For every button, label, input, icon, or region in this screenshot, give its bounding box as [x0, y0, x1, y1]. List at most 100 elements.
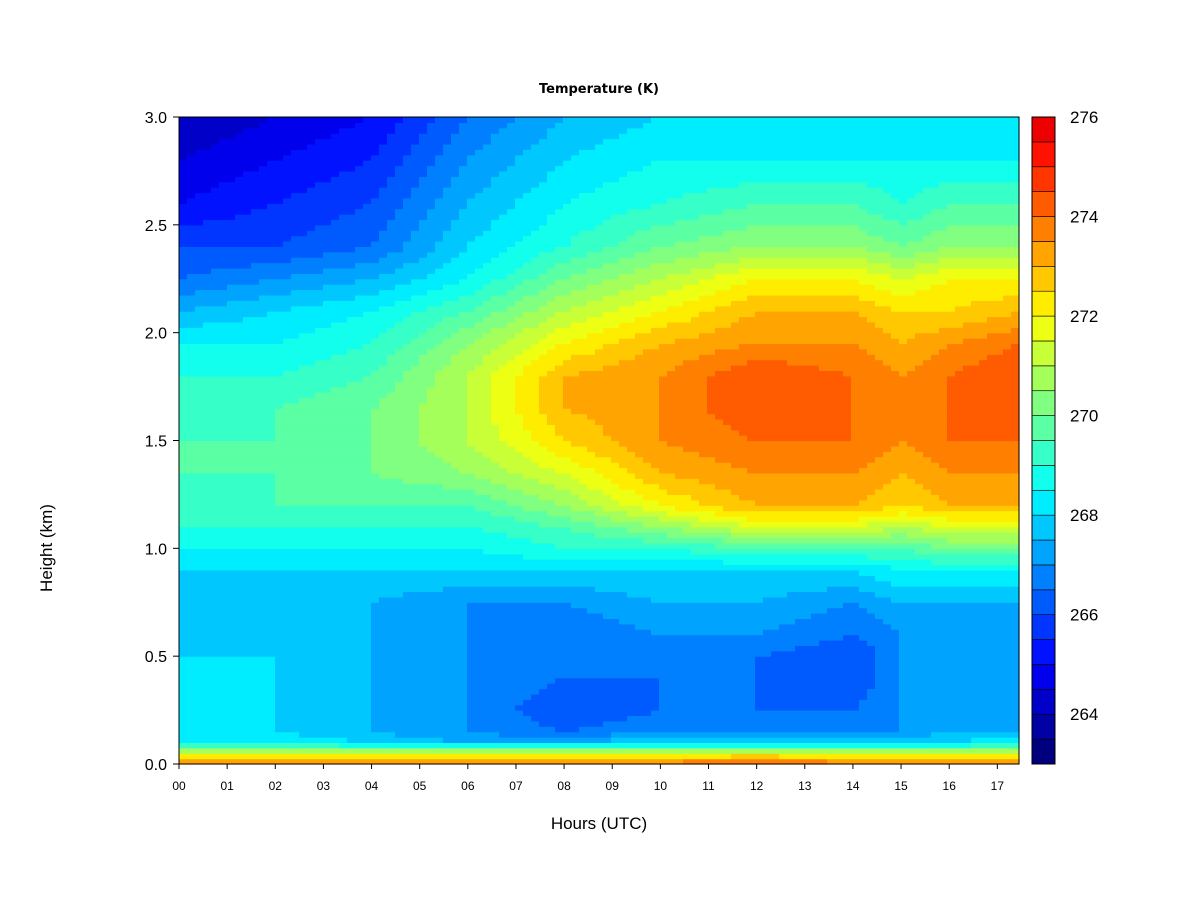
heatmap-cell [179, 143, 188, 150]
heatmap-cell [211, 731, 220, 738]
heatmap-cell [403, 526, 412, 533]
heatmap-cell [355, 650, 364, 657]
heatmap-cell [507, 359, 516, 366]
heatmap-cell [411, 219, 420, 226]
heatmap-cell [475, 332, 484, 339]
heatmap-cell [331, 365, 340, 372]
heatmap-cell [347, 241, 356, 247]
heatmap-cell [435, 521, 444, 528]
heatmap-cell [275, 117, 284, 123]
heatmap-cell [211, 569, 220, 576]
heatmap-cell [267, 559, 276, 566]
heatmap-cell [243, 629, 252, 636]
heatmap-cell [371, 278, 380, 285]
heatmap-cell [195, 160, 204, 167]
heatmap-cell [267, 726, 276, 733]
heatmap-cell [499, 197, 508, 204]
heatmap-cell [243, 402, 252, 409]
heatmap-cell [379, 165, 388, 172]
heatmap-cell [195, 494, 204, 501]
heatmap-cell [435, 181, 444, 188]
heatmap-cell [443, 758, 452, 765]
heatmap-cell [355, 273, 364, 280]
heatmap-cell [179, 365, 188, 372]
heatmap-cell [499, 693, 508, 700]
heatmap-cell [235, 370, 244, 377]
heatmap-cell [307, 359, 316, 366]
heatmap-cell [419, 586, 428, 593]
heatmap-cell [339, 505, 348, 512]
heatmap-cell [347, 122, 356, 129]
heatmap-cell [275, 499, 284, 506]
heatmap-cell [427, 596, 436, 603]
heatmap-cell [259, 219, 268, 226]
heatmap-cell [195, 726, 204, 733]
heatmap-cell [219, 456, 228, 463]
heatmap-cell [371, 332, 380, 339]
heatmap-cell [371, 133, 380, 140]
heatmap-cell [451, 408, 460, 415]
heatmap-cell [299, 354, 308, 361]
heatmap-cell [459, 149, 468, 156]
heatmap-cell [323, 203, 332, 210]
heatmap-cell [491, 149, 500, 156]
heatmap-cell [195, 327, 204, 334]
heatmap-cell [419, 359, 428, 366]
heatmap-cell [483, 138, 492, 145]
heatmap-cell [499, 731, 508, 738]
heatmap-cell [203, 257, 212, 264]
heatmap-cell [267, 278, 276, 285]
heatmap-cell [459, 316, 468, 323]
heatmap-cell [211, 289, 220, 296]
heatmap-cell [211, 402, 220, 409]
heatmap-cell [459, 451, 468, 458]
heatmap-cell [243, 230, 252, 237]
heatmap-cell [363, 391, 372, 398]
heatmap-cell [403, 435, 412, 442]
heatmap-cell [355, 575, 364, 582]
heatmap-cell [275, 149, 284, 156]
heatmap-cell [395, 451, 404, 458]
heatmap-cell [419, 181, 428, 188]
heatmap-cell [435, 435, 444, 442]
heatmap-cell [203, 634, 212, 641]
heatmap-cell [451, 440, 460, 447]
heatmap-cell [363, 408, 372, 415]
heatmap-cell [203, 731, 212, 738]
heatmap-cell [299, 154, 308, 161]
heatmap-cell [291, 478, 300, 485]
heatmap-cell [235, 591, 244, 598]
heatmap-cell [355, 181, 364, 188]
heatmap-cell [267, 515, 276, 522]
heatmap-cell [315, 149, 324, 156]
heatmap-cell [219, 478, 228, 485]
heatmap-cell [475, 645, 484, 652]
heatmap-cell [299, 365, 308, 372]
heatmap-cell [307, 208, 316, 215]
heatmap-cell [387, 715, 396, 722]
heatmap-cell [427, 338, 436, 345]
heatmap-cell [283, 742, 292, 749]
heatmap-cell [227, 683, 236, 690]
heatmap-cell [259, 424, 268, 431]
heatmap-cell [235, 575, 244, 582]
heatmap-cell [283, 359, 292, 366]
heatmap-cell [339, 521, 348, 528]
heatmap-cell [179, 117, 188, 123]
heatmap-cell [371, 715, 380, 722]
heatmap-cell [331, 208, 340, 215]
heatmap-cell [387, 494, 396, 501]
heatmap-cell [371, 122, 380, 129]
heatmap-cell [371, 489, 380, 496]
heatmap-cell [435, 688, 444, 695]
heatmap-cell [387, 354, 396, 361]
heatmap-cell [251, 521, 260, 528]
heatmap-cell [307, 607, 316, 614]
heatmap-cell [259, 494, 268, 501]
heatmap-cell [387, 208, 396, 215]
heatmap-cell [251, 710, 260, 717]
heatmap-cell [475, 424, 484, 431]
heatmap-cell [339, 381, 348, 388]
heatmap-cell [275, 143, 284, 150]
heatmap-cell [427, 294, 436, 301]
